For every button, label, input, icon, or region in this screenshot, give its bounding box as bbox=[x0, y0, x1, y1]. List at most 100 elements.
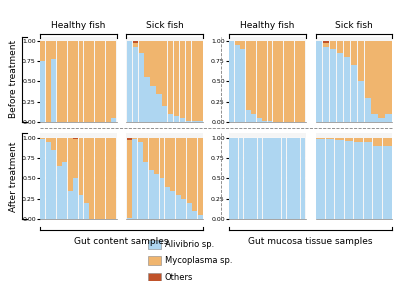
Bar bbox=[106, 41, 111, 122]
Bar bbox=[132, 138, 137, 139]
Bar bbox=[291, 138, 296, 219]
Bar bbox=[284, 41, 289, 122]
Bar bbox=[326, 139, 334, 219]
Bar bbox=[127, 217, 132, 219]
Bar bbox=[337, 41, 343, 53]
Bar bbox=[160, 138, 164, 178]
Text: Sick fish: Sick fish bbox=[146, 21, 184, 30]
Bar bbox=[198, 215, 203, 219]
Bar bbox=[46, 41, 51, 122]
Bar bbox=[277, 138, 281, 219]
Bar bbox=[235, 41, 240, 45]
Bar bbox=[51, 41, 56, 58]
Bar bbox=[240, 41, 245, 49]
Bar bbox=[78, 195, 84, 219]
Bar bbox=[385, 114, 392, 122]
Bar bbox=[168, 114, 173, 122]
Bar bbox=[133, 47, 138, 122]
Bar bbox=[186, 41, 191, 121]
Bar bbox=[160, 178, 164, 219]
Bar bbox=[358, 81, 364, 122]
Bar bbox=[316, 138, 324, 139]
Bar bbox=[246, 110, 250, 122]
Text: Others: Others bbox=[165, 273, 193, 281]
Bar bbox=[326, 138, 334, 139]
Bar bbox=[337, 53, 343, 122]
Bar bbox=[248, 138, 253, 219]
Bar bbox=[40, 61, 45, 122]
Bar bbox=[73, 138, 78, 139]
Bar bbox=[198, 41, 203, 121]
Bar bbox=[150, 41, 156, 85]
Bar bbox=[176, 195, 181, 219]
Bar bbox=[358, 41, 364, 81]
Bar bbox=[62, 138, 67, 162]
Bar bbox=[154, 174, 159, 219]
Bar bbox=[73, 139, 78, 178]
Bar bbox=[198, 138, 203, 215]
Bar bbox=[345, 141, 353, 219]
Bar bbox=[278, 41, 283, 122]
Bar bbox=[84, 41, 89, 122]
Bar bbox=[268, 41, 272, 121]
Bar bbox=[262, 41, 267, 121]
Bar bbox=[133, 41, 138, 43]
Text: Mycoplasma sp.: Mycoplasma sp. bbox=[165, 256, 232, 265]
Bar bbox=[68, 41, 72, 122]
Bar bbox=[239, 138, 243, 219]
Bar bbox=[51, 58, 56, 122]
Bar bbox=[111, 41, 116, 118]
Bar bbox=[344, 41, 350, 57]
Bar bbox=[165, 138, 170, 187]
Bar bbox=[234, 138, 238, 219]
Bar bbox=[46, 142, 51, 219]
Bar bbox=[138, 41, 144, 53]
Bar bbox=[192, 211, 197, 219]
Bar bbox=[385, 41, 392, 114]
Bar bbox=[90, 41, 94, 122]
Bar bbox=[180, 41, 185, 118]
Bar bbox=[165, 187, 170, 219]
Bar bbox=[127, 41, 132, 122]
Bar bbox=[256, 41, 262, 118]
Text: After treatment: After treatment bbox=[9, 141, 18, 212]
Text: Alivibrio sp.: Alivibrio sp. bbox=[165, 240, 214, 249]
Bar bbox=[192, 138, 197, 211]
Bar bbox=[156, 94, 162, 122]
Bar bbox=[182, 138, 186, 199]
Bar bbox=[186, 121, 191, 122]
Bar bbox=[106, 138, 111, 219]
Bar bbox=[364, 41, 371, 98]
Bar bbox=[127, 140, 132, 217]
Bar bbox=[51, 138, 56, 150]
Bar bbox=[143, 162, 148, 219]
Bar bbox=[127, 138, 132, 140]
Bar bbox=[351, 41, 357, 65]
Bar bbox=[323, 41, 329, 43]
Bar bbox=[372, 41, 378, 114]
Bar bbox=[335, 140, 344, 219]
Bar bbox=[180, 118, 185, 122]
Text: Healthy fish: Healthy fish bbox=[51, 21, 106, 30]
Bar bbox=[100, 41, 105, 122]
Bar bbox=[373, 138, 382, 146]
Bar bbox=[46, 138, 51, 142]
Bar bbox=[62, 41, 67, 122]
Bar bbox=[268, 138, 272, 219]
Bar bbox=[68, 191, 72, 219]
Bar bbox=[84, 138, 89, 203]
Bar bbox=[345, 138, 353, 141]
Bar bbox=[170, 138, 176, 191]
Bar bbox=[95, 41, 100, 122]
Bar bbox=[78, 41, 84, 122]
Bar bbox=[149, 170, 154, 219]
Bar bbox=[84, 203, 89, 219]
Bar bbox=[192, 121, 197, 122]
Bar bbox=[57, 138, 62, 166]
Bar bbox=[295, 41, 300, 122]
Text: Gut content samples: Gut content samples bbox=[74, 237, 169, 246]
Bar bbox=[240, 49, 245, 122]
Bar bbox=[263, 138, 267, 219]
Bar bbox=[268, 121, 272, 122]
Bar bbox=[100, 138, 105, 219]
